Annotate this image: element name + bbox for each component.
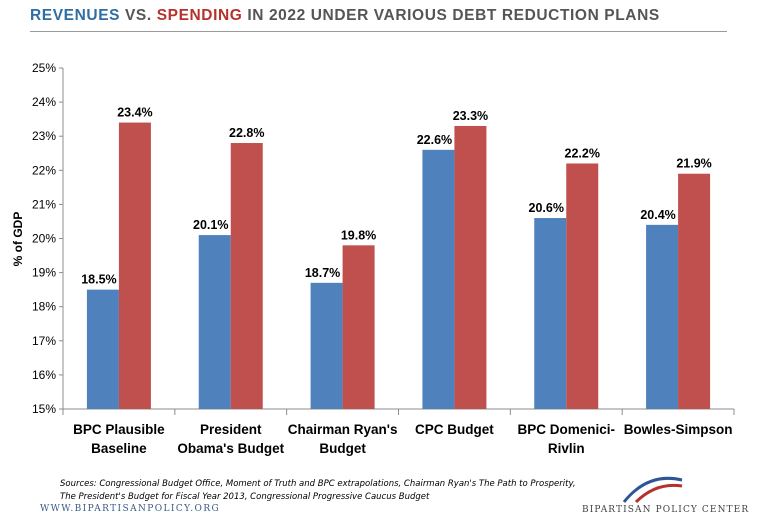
y-tick-label: 15% [32,402,56,416]
x-category-label: BPC Plausible [73,422,165,437]
x-category-label: CPC Budget [415,422,494,437]
x-category-label: Budget [319,441,366,456]
y-tick-label: 24% [32,95,56,109]
spending-bar [230,143,263,409]
spending-data-label: 23.3% [453,109,488,123]
spending-bar [454,125,487,409]
x-category-label: Obama's Budget [177,441,284,456]
spending-data-label: 22.8% [229,126,264,140]
spending-bar [342,245,375,409]
title-rest: IN 2022 UNDER VARIOUS DEBT REDUCTION PLA… [242,7,660,24]
y-tick-label: 21% [32,197,56,211]
bpc-logo-text: BIPARTISAN POLICY CENTER [582,505,750,515]
y-tick-label: 22% [32,163,56,177]
spending-data-label: 21.9% [676,157,711,171]
bpc-logo-icon [622,476,683,504]
revenue-bar [198,235,231,409]
revenue-bar [310,282,343,409]
spending-bar [566,163,599,409]
y-tick-label: 20% [32,232,56,246]
spending-data-label: 19.8% [341,228,376,242]
y-tick-label: 18% [32,300,56,314]
spending-bar [118,122,151,409]
revenue-bar [86,289,119,409]
revenue-data-label: 18.7% [305,266,340,280]
y-tick-label: 25% [32,61,56,75]
website-url[interactable]: WWW.BIPARTISANPOLICY.ORG [40,504,221,514]
title-vs: VS. [120,7,157,24]
sources-note: Sources: Congressional Budget Office, Mo… [60,479,576,502]
x-category-label: Baseline [91,441,147,456]
x-category-label: Rivlin [548,441,585,456]
y-tick-label: 23% [32,129,56,143]
x-category-label: President [200,422,262,437]
x-category-label: Chairman Ryan's [288,422,398,437]
title-divider [30,31,727,32]
y-tick-label: 17% [32,334,56,348]
title-spending: SPENDING [156,7,243,24]
revenue-data-label: 22.6% [417,133,452,147]
spending-data-label: 23.4% [117,106,152,120]
revenue-bar [534,218,567,409]
spending-data-label: 22.2% [565,146,600,160]
bar-chart: 15% 16% 17% 18% 19% 20% 21% 22% 23% 24% 25% 18.5% 23… [32,61,735,456]
revenue-bar [646,224,679,409]
revenue-data-label: 18.5% [81,273,116,287]
revenue-data-label: 20.6% [529,201,564,215]
x-category-label: Bowles-Simpson [624,422,733,437]
spending-bar [678,173,711,409]
revenue-data-label: 20.4% [640,208,675,222]
revenue-bar [422,149,455,409]
y-tick-label: 16% [32,368,56,382]
x-category-label: BPC Domenici- [517,422,615,437]
revenue-data-label: 20.1% [193,218,228,232]
y-tick-label: 19% [32,266,56,280]
chart-title: REVENUES VS. SPENDING IN 2022 UNDER VARI… [30,7,660,25]
title-revenues: REVENUES [30,7,121,24]
